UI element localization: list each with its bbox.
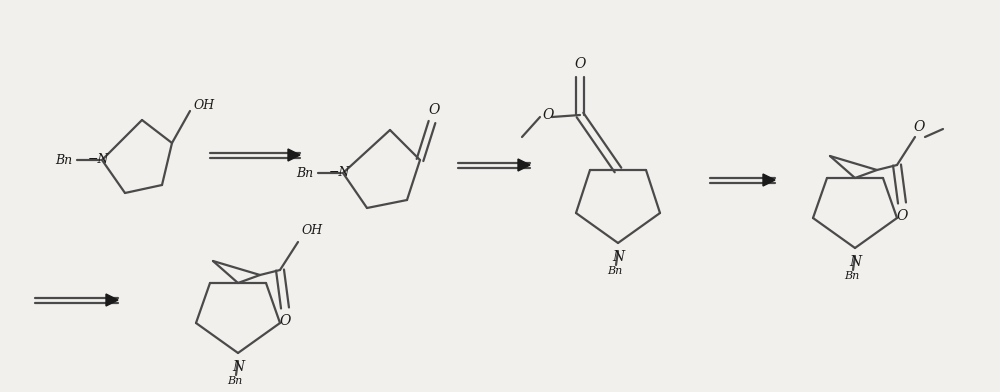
Polygon shape [763,174,775,186]
Text: Bn: Bn [844,271,860,281]
Text: N: N [232,360,244,374]
Text: N: N [612,250,624,264]
Text: OH: OH [193,98,215,111]
Text: Bn: Bn [55,154,73,167]
Polygon shape [288,149,300,161]
Text: N: N [849,255,861,269]
Text: Bn: Bn [227,376,243,386]
Text: O: O [279,314,291,328]
Text: Bn: Bn [296,167,314,180]
Polygon shape [518,159,530,171]
Text: O: O [913,120,925,134]
Text: −N: −N [329,165,351,178]
Text: O: O [896,209,908,223]
Text: O: O [428,103,440,117]
Text: Bn: Bn [607,266,623,276]
Text: −N: −N [88,152,110,165]
Text: OH: OH [301,223,323,236]
Polygon shape [106,294,118,306]
Text: O: O [542,108,554,122]
Text: O: O [574,57,586,71]
